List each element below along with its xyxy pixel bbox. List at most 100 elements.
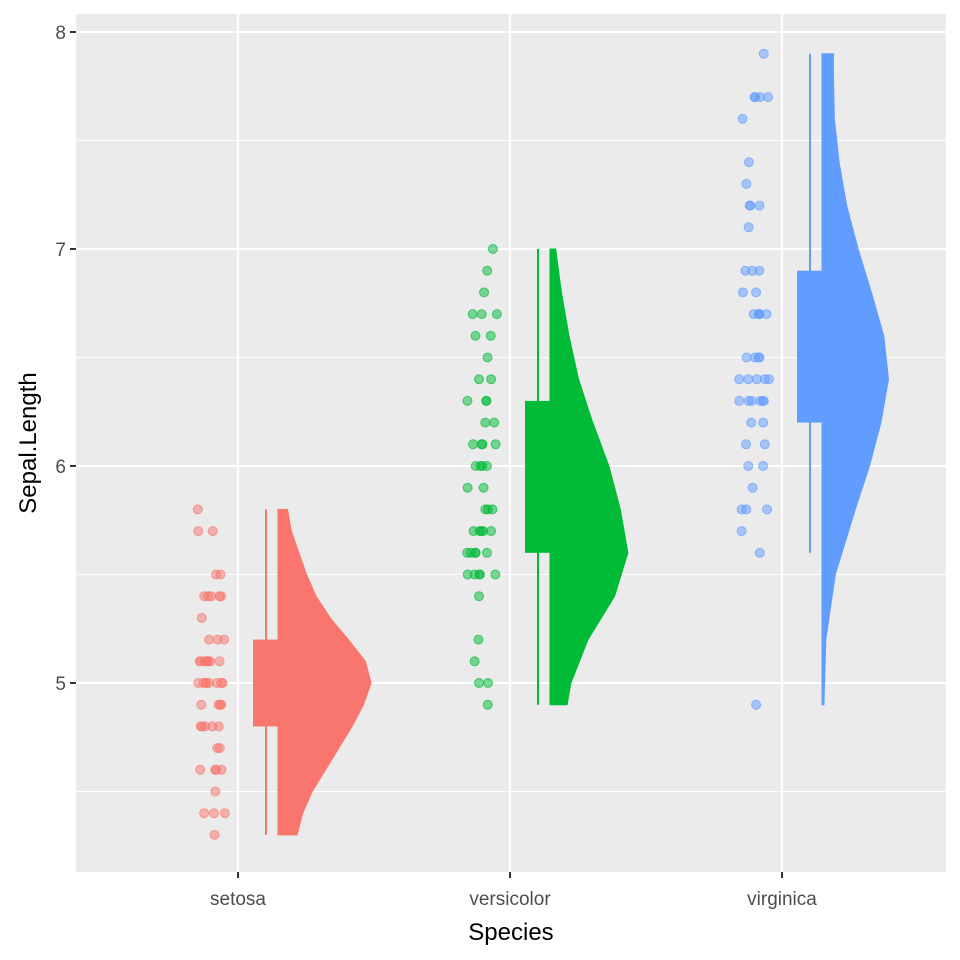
data-point [489, 417, 500, 428]
y-axis-title: Sepal.Length [15, 372, 42, 513]
data-point [491, 309, 502, 320]
data-point [743, 374, 754, 385]
data-point [734, 374, 745, 385]
data-point [195, 764, 206, 775]
data-point [751, 699, 762, 710]
data-point [747, 482, 758, 493]
data-point [201, 678, 212, 688]
data-point [462, 482, 473, 493]
data-point [746, 417, 757, 428]
y-axis-ticks: 5 6 7 8 [55, 23, 76, 695]
data-point [476, 309, 487, 320]
data-point [211, 764, 222, 775]
data-point [210, 786, 221, 797]
x-axis-title: Species [468, 919, 553, 946]
data-point [758, 48, 769, 59]
density-clouds [277, 53, 890, 836]
data-point [490, 439, 501, 450]
data-point [478, 482, 489, 493]
data-point [197, 721, 208, 732]
data-point [759, 439, 770, 450]
data-point [759, 374, 770, 385]
density-cloud-virginica [821, 53, 890, 706]
data-point [470, 461, 481, 471]
data-point [207, 526, 218, 537]
y-tick-label: 5 [55, 674, 66, 695]
data-point [215, 699, 226, 710]
data-point [482, 352, 493, 363]
box-versicolor [525, 400, 551, 553]
data-point [758, 461, 769, 471]
data-point [754, 200, 765, 211]
data-point [480, 417, 491, 428]
data-point [745, 200, 756, 211]
data-point [762, 504, 773, 515]
jitter-points [192, 48, 774, 840]
data-point [219, 808, 230, 819]
box-setosa [253, 639, 279, 727]
data-point [741, 352, 752, 363]
data-point [747, 265, 758, 276]
data-point [486, 374, 497, 385]
y-tick-label: 7 [55, 240, 66, 261]
data-point [743, 157, 754, 168]
data-point [473, 374, 484, 385]
data-point [212, 743, 223, 754]
data-point [741, 504, 752, 515]
data-point [192, 504, 203, 515]
data-point [482, 265, 493, 276]
data-point [467, 309, 478, 320]
data-point [749, 92, 760, 103]
x-axis-ticks: setosa versicolor virginica [210, 872, 817, 910]
data-point [737, 113, 748, 124]
density-cloud-setosa [277, 508, 372, 836]
data-point [754, 352, 765, 363]
data-point [478, 526, 489, 537]
density-cloud-versicolor [549, 248, 629, 706]
data-point [482, 699, 493, 710]
major-gridlines [76, 14, 946, 872]
data-point [487, 244, 498, 254]
boxplots [253, 53, 823, 835]
data-point [206, 591, 217, 602]
data-point [211, 569, 222, 580]
data-point [474, 591, 485, 602]
data-point [214, 656, 225, 667]
data-point [462, 395, 473, 406]
y-tick-label: 6 [55, 457, 66, 478]
box-virginica [797, 270, 823, 423]
data-point [482, 504, 493, 515]
data-point [473, 634, 484, 645]
data-point [473, 678, 484, 688]
data-point [470, 547, 481, 558]
data-point [193, 526, 204, 537]
data-point [479, 287, 490, 298]
data-point [196, 699, 207, 710]
data-point [757, 395, 768, 406]
x-tick-label: versicolor [469, 889, 551, 910]
data-point [208, 808, 219, 819]
data-point [736, 526, 747, 537]
y-tick-label: 8 [55, 23, 66, 44]
data-point [743, 222, 754, 233]
data-point [741, 439, 752, 450]
data-point [477, 439, 488, 450]
data-point [470, 330, 481, 341]
data-point [196, 612, 207, 623]
data-point [754, 309, 765, 320]
data-point [481, 461, 492, 471]
data-point [209, 829, 220, 840]
data-point [482, 678, 493, 688]
data-point [485, 330, 496, 341]
data-point [207, 721, 218, 732]
data-point [482, 547, 493, 558]
data-point [490, 569, 501, 580]
data-point [743, 461, 754, 471]
data-point [743, 395, 754, 406]
data-point [204, 634, 215, 645]
data-point [734, 395, 745, 406]
data-point [751, 287, 762, 298]
data-point [758, 417, 769, 428]
data-point [741, 178, 752, 189]
data-point [199, 808, 210, 819]
